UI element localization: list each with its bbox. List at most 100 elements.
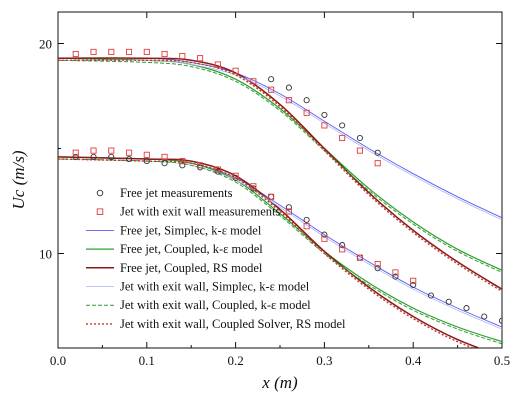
data-point-square (197, 55, 204, 62)
data-point-circle (445, 298, 452, 305)
data-point-circle (374, 265, 381, 272)
x-tick-label: 0.4 (405, 353, 422, 368)
data-point-circle (339, 242, 346, 249)
legend-item: Jet with exit wall, Simplec, k-ε model (86, 280, 310, 294)
legend-label: Jet with exit wall, Simplec, k-ε model (120, 280, 310, 294)
data-point-square (392, 269, 399, 276)
data-point-square (374, 160, 381, 167)
data-point-square (179, 53, 186, 60)
legend-item: Jet with exit wall measurements (96, 205, 281, 219)
data-point-square (321, 235, 328, 242)
data-point-square (250, 183, 257, 190)
legend-item: Free jet, Coupled, k-ε model (86, 242, 263, 256)
legend-item: Free jet, Simplec, k-ε model (86, 223, 262, 237)
legend-label: Jet with exit wall, Coupled, k-ε model (120, 298, 311, 312)
data-point-circle (303, 216, 310, 223)
legend-item: Free jet, Coupled, RS model (86, 261, 263, 275)
legend-label: Free jet measurements (120, 186, 233, 200)
y-tick-label: 10 (39, 247, 52, 262)
y-axis-label: Uc (m/s) (9, 150, 28, 209)
data-point-circle (374, 149, 381, 156)
series-line-4-upper (58, 57, 502, 290)
data-point-square (303, 223, 310, 230)
data-point-circle (303, 97, 310, 104)
data-point-square (108, 48, 115, 55)
data-point-square (268, 193, 275, 200)
data-point-circle (321, 231, 328, 238)
data-point-circle (427, 292, 435, 299)
data-point-square (339, 246, 346, 253)
data-point-square (161, 153, 168, 160)
x-tick-label: 0.3 (316, 353, 332, 368)
data-point-square (90, 147, 97, 154)
data-point-square (285, 208, 292, 215)
legend: Free jet measurements Jet with exit wall … (86, 186, 346, 331)
data-point-square (232, 172, 239, 179)
legend-label: Free jet, Simplec, k-ε model (120, 223, 262, 237)
data-point-square (72, 50, 79, 58)
series-layer (58, 48, 502, 348)
data-point-circle (285, 84, 292, 91)
y-tick-label: 20 (39, 37, 52, 52)
data-point-square (303, 109, 310, 116)
data-point-circle (161, 160, 168, 167)
data-point-circle (108, 153, 115, 160)
data-point-square (72, 149, 79, 156)
data-point-circle (125, 155, 133, 163)
data-point-square (250, 78, 257, 85)
data-point-circle (339, 122, 346, 129)
legend-label: Free jet, Coupled, RS model (120, 261, 263, 275)
data-point-square (321, 122, 328, 129)
axis-layer: 0.0 0.1 0.2 0.3 0.4 0.5 10 20 (39, 12, 510, 368)
data-point-square (232, 67, 239, 74)
legend-item: Jet with exit wall, Coupled, k-ε model (86, 298, 311, 312)
data-point-square (197, 162, 204, 169)
data-point-square (143, 48, 150, 55)
data-point-square (125, 48, 133, 55)
legend-label: Jet with exit wall, Coupled Solver, RS m… (120, 317, 346, 331)
series-line-7-upper (58, 59, 502, 292)
data-point-circle (463, 305, 470, 312)
data-point-square (410, 277, 417, 284)
data-point-circle (143, 158, 150, 165)
data-point-square (268, 86, 275, 93)
data-point-square (285, 97, 292, 104)
legend-marker-circle (96, 189, 104, 197)
data-point-circle (268, 193, 275, 200)
data-point-square (161, 50, 168, 58)
data-point-circle (410, 281, 417, 289)
data-point-square (108, 147, 115, 154)
x-tick-label: 0.2 (227, 353, 243, 368)
legend-label: Free jet, Coupled, k-ε model (120, 242, 263, 256)
data-point-circle (392, 273, 399, 280)
data-point-square (374, 260, 381, 268)
data-point-circle (481, 313, 488, 320)
data-point-square (179, 158, 186, 165)
legend-label: Jet with exit wall measurements (120, 205, 281, 219)
legend-marker-square (96, 208, 104, 215)
data-point-circle (90, 153, 97, 160)
series-line-6-upper (58, 59, 502, 273)
data-point-square (125, 149, 133, 156)
data-point-circle (356, 134, 363, 142)
data-point-square (214, 61, 221, 68)
data-point-circle (498, 317, 502, 324)
legend-item: Jet with exit wall, Coupled Solver, RS m… (86, 317, 346, 331)
data-point-square (356, 254, 363, 261)
data-point-square (143, 151, 150, 158)
x-axis-label: x (m) (261, 373, 298, 392)
data-point-square (339, 134, 346, 142)
data-point-square (90, 48, 97, 55)
x-tick-label: 0.5 (494, 353, 510, 368)
data-point-circle (179, 162, 186, 169)
data-point-square (214, 166, 221, 173)
data-point-circle (72, 153, 79, 160)
legend-item: Free jet measurements (96, 186, 233, 200)
data-point-circle (285, 204, 292, 211)
data-point-square (356, 147, 363, 154)
x-tick-label: 0.0 (50, 353, 66, 368)
data-point-circle (268, 76, 275, 83)
data-point-circle (321, 111, 328, 118)
x-tick-label: 0.1 (139, 353, 155, 368)
